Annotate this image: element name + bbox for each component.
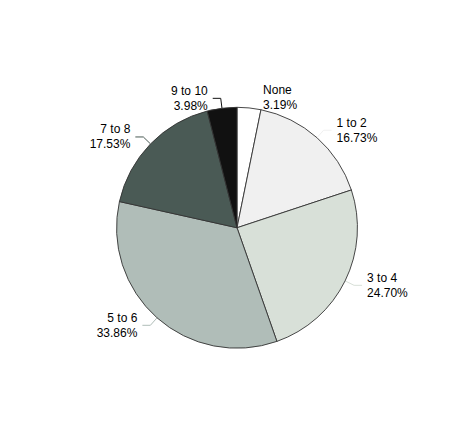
svg-text:16.73%: 16.73%	[337, 131, 378, 145]
svg-text:1 to 2: 1 to 2	[337, 116, 367, 130]
svg-text:9 to 10: 9 to 10	[171, 84, 208, 98]
svg-text:5 to 6: 5 to 6	[107, 311, 137, 325]
svg-text:3.98%: 3.98%	[174, 99, 208, 113]
svg-text:3.19%: 3.19%	[263, 98, 297, 112]
svg-text:24.70%: 24.70%	[367, 286, 408, 300]
svg-text:3 to 4: 3 to 4	[367, 271, 397, 285]
svg-text:33.86%: 33.86%	[97, 326, 138, 340]
svg-text:None: None	[263, 83, 292, 97]
svg-text:7 to 8: 7 to 8	[100, 122, 130, 136]
svg-text:17.53%: 17.53%	[90, 137, 131, 151]
